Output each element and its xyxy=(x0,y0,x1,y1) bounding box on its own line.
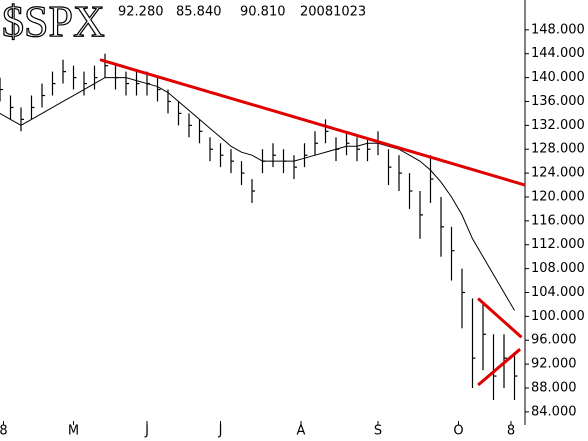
y-tick-label: 108.000 xyxy=(531,261,585,276)
chart-title: $SPX xyxy=(2,0,105,46)
y-tick-label: 100.000 xyxy=(531,309,585,324)
header-value: 92.280 xyxy=(118,5,164,20)
header-value: 90.810 xyxy=(240,5,286,20)
x-tick-label: S xyxy=(374,424,382,439)
y-tick-label: 116.000 xyxy=(531,213,585,228)
x-tick-label: O xyxy=(453,424,463,439)
y-tick-label: 148.000 xyxy=(531,22,585,37)
trendline xyxy=(477,348,522,387)
header-value: 85.840 xyxy=(176,5,222,20)
x-tick-label: J xyxy=(144,424,149,439)
y-tick-label: 88.000 xyxy=(531,380,577,395)
y-tick-label: 112.000 xyxy=(531,237,585,252)
y-tick-label: 104.000 xyxy=(531,285,585,300)
x-tick-label: 8 xyxy=(507,424,515,439)
y-tick-label: 144.000 xyxy=(531,46,585,61)
moving-average xyxy=(0,77,515,311)
y-tick-label: 124.000 xyxy=(531,166,585,181)
x-tick-label: J xyxy=(218,424,223,439)
trendline xyxy=(477,297,523,339)
y-tick-label: 92.000 xyxy=(531,357,577,372)
header-value: 20081023 xyxy=(300,5,366,20)
x-tick-label: A xyxy=(297,424,306,439)
y-tick-label: 128.000 xyxy=(531,142,585,157)
y-tick-label: 140.000 xyxy=(531,70,585,85)
y-tick-label: 96.000 xyxy=(531,333,577,348)
y-tick-label: 136.000 xyxy=(531,94,585,109)
x-tick-label: M xyxy=(68,424,79,439)
y-tick-label: 120.000 xyxy=(531,189,585,204)
y-tick-label: 132.000 xyxy=(531,118,585,133)
x-tick-label: 8 xyxy=(0,424,8,439)
trendline xyxy=(99,58,526,187)
y-tick-label: 84.000 xyxy=(531,404,577,419)
